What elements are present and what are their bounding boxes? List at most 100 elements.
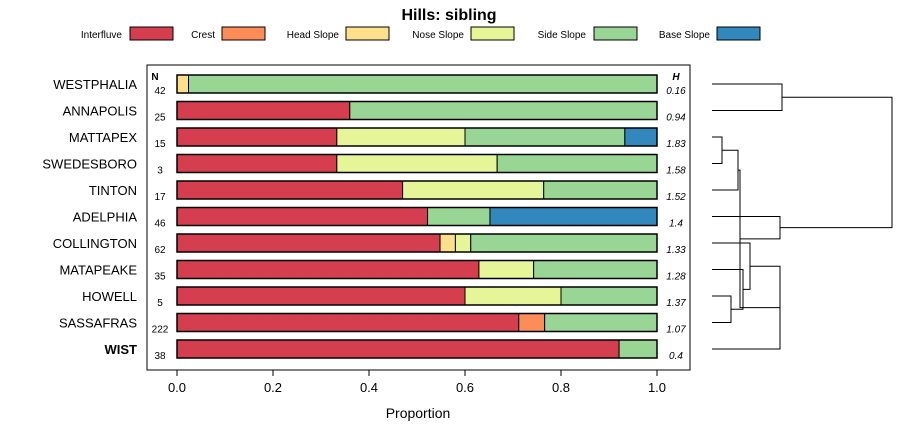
h-value: 1.28 [666,272,686,283]
bar-row-matapeake [176,259,658,280]
x-tick-label: 0.0 [168,380,186,395]
bar-outline [176,339,658,359]
bar-segment-base-slope [624,127,658,147]
bar-segment-interfluve [176,260,480,279]
legend-swatch-crest [221,26,266,41]
x-tick-label: 1.0 [648,380,666,395]
h-value: 1.33 [666,245,686,256]
legend-label-interfluve: Interfluve [81,30,123,41]
bar-segment-nose-slope [464,286,562,306]
x-tick-label: 0.4 [360,380,378,395]
x-tick-label: 0.8 [552,380,570,395]
n-value: 15 [154,139,166,150]
bar-segment-crest [518,313,546,332]
bar-segment-side-slope [533,260,658,279]
n-value: 35 [154,272,166,283]
h-value: 1.58 [666,166,686,177]
h-value: 1.37 [666,298,686,309]
h-value: 1.52 [666,192,686,203]
h-labels: 0.16 0.94 1.83 1.58 1.52 1.4 1.33 1.28 1.37 1.07 0… [666,86,686,362]
row-label-tinton: TINTON [89,183,137,198]
bar-segment-side-slope [544,313,658,332]
x-tick-label: 0.2 [264,380,282,395]
bar-segment-interfluve [176,207,429,226]
bar-segment-side-slope [618,339,658,359]
bar-row-mattapex [176,127,658,147]
x-tick-label: 0.6 [456,380,474,395]
bar-segment-interfluve [176,154,338,173]
bar-segment-head-slope [176,74,190,94]
n-value: 222 [152,325,169,336]
plot-frame [146,64,691,371]
chart-title: Hills: sibling [401,7,496,24]
bar-row-westphalia [176,74,658,94]
x-axis-label: Proportion [386,405,451,421]
bar-outline [176,312,658,333]
row-label-annapolis: ANNAPOLIS [63,104,138,119]
n-value: 25 [154,113,166,124]
row-label-howell: HOWELL [82,289,137,304]
bar-segment-nose-slope [402,180,545,200]
bar-outline [176,233,658,253]
bar-segment-interfluve [176,313,520,332]
row-label-swedesboro: SWEDESBORO [42,157,137,172]
bar-outline [176,180,658,200]
bar-row-collington [176,233,658,253]
row-label-collington: COLLINGTON [53,236,137,251]
row-labels: WESTPHALIA ANNAPOLIS MATTAPEX SWEDESBORO TIN… [42,77,137,357]
bar-outline [176,100,658,121]
legend-label-crest: Crest [191,30,215,41]
legend-label-head-slope: Head Slope [287,30,340,41]
bar-segment-side-slope [188,74,658,94]
dendrogram [712,83,893,350]
n-value: 3 [157,166,163,177]
row-label-westphalia: WESTPHALIA [53,77,137,92]
h-value: 1.07 [666,325,686,336]
bar-segment-nose-slope [336,154,498,173]
bar-segment-side-slope [427,207,491,226]
x-axis: 0.0 0.2 0.4 0.6 0.8 1.0 [168,370,666,395]
bar-segment-nose-slope [478,260,535,279]
bar-segment-nose-slope [454,233,472,253]
dendrogram-branch [712,295,732,323]
bar-outline [176,259,658,280]
bar-segment-side-slope [496,154,658,173]
bar-segment-nose-slope [336,127,466,147]
bar-outline [176,206,658,227]
h-value: 1.83 [666,139,686,150]
bar-row-sassafras [176,312,658,333]
legend: Interfluve Crest Head Slope Nose Slope Side … [81,26,761,41]
dendrogram-branch [780,96,893,229]
plot-area [146,64,691,371]
bar-segment-side-slope [543,180,658,200]
h-value: 0.16 [666,86,686,97]
bar-segment-interfluve [176,180,404,200]
bar-row-swedesboro [176,153,658,174]
n-labels: 42 25 15 3 17 46 62 35 5 222 38 [152,86,169,362]
legend-label-base-slope: Base Slope [659,30,711,41]
legend-swatch-nose-slope [470,26,515,41]
n-value: 5 [157,298,163,309]
legend-swatch-base-slope [716,26,761,41]
bar-segment-interfluve [176,286,466,306]
bar-segment-interfluve [176,101,351,120]
n-value: 62 [154,245,166,256]
bar-row-wist [176,339,658,359]
legend-swatch-head-slope [345,26,390,41]
legend-swatch-interfluve [129,26,174,41]
bar-row-annapolis [176,100,658,121]
row-label-adelphia: ADELPHIA [73,210,138,225]
h-value: 0.94 [666,113,686,124]
n-value: 46 [154,219,166,230]
row-label-mattapex: MATTAPEX [69,130,137,145]
dendrogram-branch [712,269,744,310]
h-header: H [672,72,680,83]
bar-segment-head-slope [439,233,456,253]
h-value: 1.4 [669,219,683,230]
bar-outline [176,127,658,147]
dendrogram-branch [712,136,723,164]
bar-segment-interfluve [176,127,338,147]
row-label-sassafras: SASSAFRAS [59,316,137,331]
bar-outline [176,74,658,94]
